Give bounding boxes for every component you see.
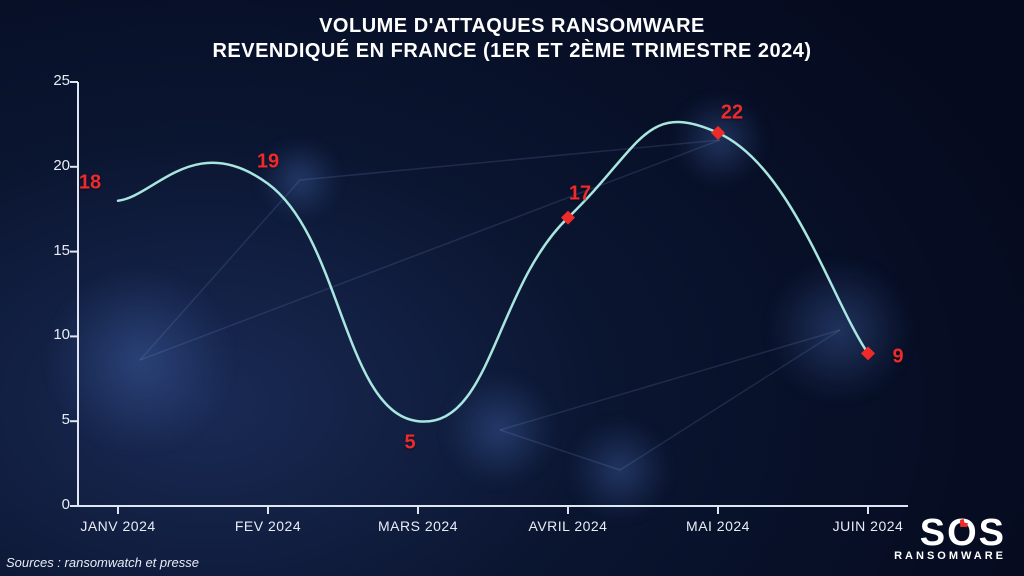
x-tick-label: MARS 2024 bbox=[378, 518, 458, 534]
y-tick-label: 25 bbox=[20, 72, 70, 89]
data-label: 18 bbox=[79, 171, 101, 194]
sources-prefix: Sources : bbox=[6, 555, 65, 570]
data-label: 22 bbox=[721, 101, 743, 124]
x-tick-label: JANV 2024 bbox=[80, 518, 155, 534]
brand-logo: SOS RANSOMWARE bbox=[894, 516, 1006, 562]
data-label: 9 bbox=[892, 346, 903, 369]
data-label: 19 bbox=[257, 150, 279, 173]
plot-svg bbox=[0, 0, 1024, 576]
logo-main: SOS bbox=[894, 516, 1006, 550]
x-tick-label: JUIN 2024 bbox=[833, 518, 904, 534]
y-tick-label: 20 bbox=[20, 157, 70, 174]
x-tick-label: FEV 2024 bbox=[235, 518, 301, 534]
sources-text: Sources : ransomwatch et presse bbox=[6, 555, 199, 570]
sources-body: ransomwatch et presse bbox=[65, 555, 199, 570]
data-label: 5 bbox=[404, 432, 415, 455]
y-tick-label: 0 bbox=[20, 496, 70, 513]
y-tick-label: 15 bbox=[20, 242, 70, 259]
x-tick-label: AVRIL 2024 bbox=[529, 518, 608, 534]
chart-stage: VOLUME D'ATTAQUES RANSOMWARE REVENDIQUÉ … bbox=[0, 0, 1024, 576]
data-label: 17 bbox=[569, 182, 591, 205]
x-tick-label: MAI 2024 bbox=[686, 518, 750, 534]
y-tick-label: 10 bbox=[20, 326, 70, 343]
y-tick-label: 5 bbox=[20, 411, 70, 428]
